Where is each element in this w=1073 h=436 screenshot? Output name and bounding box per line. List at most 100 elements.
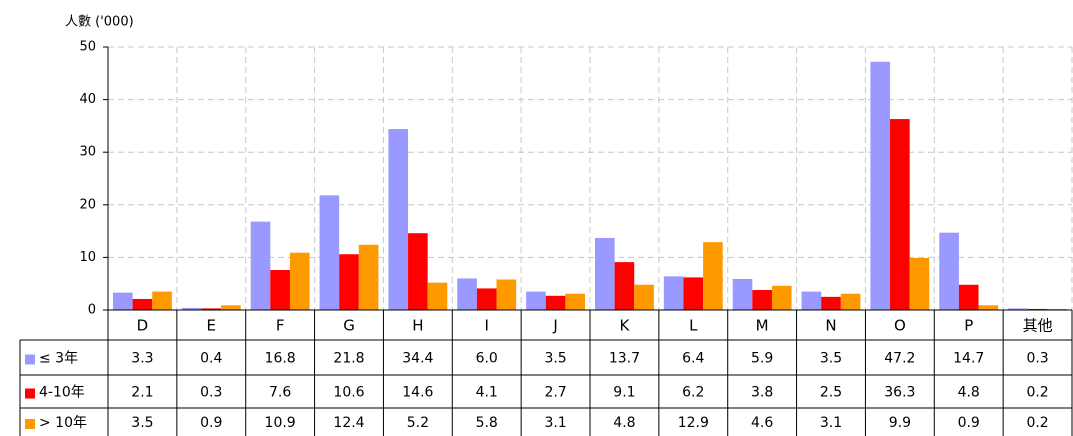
bar [476, 288, 497, 310]
table-cell: 47.2 [884, 351, 915, 367]
bar [545, 295, 566, 310]
bar [408, 233, 428, 310]
y-tick-label: 50 [79, 40, 96, 55]
x-tick-label: N [825, 317, 836, 335]
bar [339, 254, 359, 310]
x-tick-label: O [894, 317, 906, 335]
legend-label: ≤ 3年 [39, 351, 78, 367]
bar [703, 242, 723, 310]
table-cell: 21.8 [333, 351, 364, 367]
bar [319, 195, 340, 310]
table-cell: 12.4 [333, 415, 364, 431]
table-cell: 5.9 [751, 351, 773, 367]
bar [663, 276, 684, 310]
table-cell: 0.9 [200, 415, 222, 431]
table-cell: 3.1 [820, 415, 842, 431]
bar [496, 279, 517, 310]
table-cell: 5.8 [476, 415, 498, 431]
bar [752, 290, 772, 310]
bar [270, 270, 290, 310]
table-cell: 36.3 [884, 385, 915, 401]
bar [683, 277, 704, 310]
x-tick-label: P [964, 317, 973, 335]
table-cell: 9.9 [889, 415, 911, 431]
legend-swatch [25, 354, 35, 365]
bar [1008, 308, 1028, 310]
legend-label: > 10年 [39, 415, 87, 431]
table-cell: 0.3 [200, 385, 222, 401]
y-tick-label: 10 [79, 250, 96, 265]
x-tick-label: I [484, 317, 488, 335]
table-cell: 2.5 [820, 385, 842, 401]
table-cell: 34.4 [402, 351, 433, 367]
table-cell: 4.8 [958, 385, 980, 401]
bar [201, 308, 222, 310]
bar [526, 291, 546, 310]
bar [939, 232, 959, 310]
bar [821, 296, 841, 310]
x-tick-label: E [207, 317, 216, 335]
bar [1027, 308, 1048, 310]
table-cell: 0.4 [200, 351, 222, 367]
bar [870, 61, 891, 311]
bar [978, 305, 999, 310]
legend-label: 4-10年 [39, 385, 85, 401]
table-cell: 6.4 [682, 351, 704, 367]
y-tick-label: 0 [88, 303, 96, 318]
x-tick-label: K [620, 317, 631, 335]
x-tick-label: 其他 [1023, 317, 1053, 335]
table-cell: 3.3 [131, 351, 153, 367]
table-cell: 14.6 [402, 385, 433, 401]
bar [289, 252, 310, 310]
table-cell: 4.8 [613, 415, 635, 431]
x-tick-label: L [689, 317, 698, 335]
legend-swatch [25, 419, 35, 429]
table-cell: 6.2 [682, 385, 704, 401]
bar [801, 291, 822, 310]
table-cell: 3.1 [544, 415, 566, 431]
table-cell: 12.9 [678, 415, 709, 431]
table-cell: 9.1 [613, 385, 635, 401]
x-tick-label: M [756, 317, 769, 335]
bar [152, 291, 172, 310]
table-cell: 4.6 [751, 415, 773, 431]
bar [113, 292, 133, 310]
table-cell: 0.3 [1026, 351, 1048, 367]
bar [634, 284, 654, 310]
bar [890, 119, 910, 310]
y-tick-label: 20 [79, 197, 96, 212]
bar [840, 293, 861, 310]
table-cell: 3.5 [820, 351, 842, 367]
bar [250, 221, 271, 310]
table-cell: 2.7 [544, 385, 566, 401]
bar [732, 278, 753, 310]
table-cell: 10.9 [265, 415, 296, 431]
bar [221, 305, 241, 310]
bar [388, 129, 409, 310]
table-cell: 3.5 [544, 351, 566, 367]
bar [614, 262, 635, 310]
bar [595, 237, 615, 310]
table-cell: 3.5 [131, 415, 153, 431]
bar [427, 282, 448, 310]
bar [958, 284, 979, 310]
x-tick-label: F [276, 317, 285, 335]
y-axis-label: 人數 ('000) [65, 15, 134, 30]
bar [132, 298, 153, 310]
legend-swatch [25, 388, 35, 399]
table-cell: 0.9 [958, 415, 980, 431]
table-cell: 3.8 [751, 385, 773, 401]
table-cell: 6.0 [476, 351, 498, 367]
table-cell: 2.1 [131, 385, 153, 401]
table-cell: 4.1 [476, 385, 498, 401]
bar [771, 285, 792, 310]
bar [909, 257, 930, 310]
x-tick-label: D [137, 317, 149, 335]
bar [358, 244, 379, 310]
bar [457, 278, 477, 310]
x-tick-label: G [343, 317, 355, 335]
table-cell: 16.8 [265, 351, 296, 367]
table-cell: 13.7 [609, 351, 640, 367]
y-tick-label: 40 [79, 92, 96, 107]
